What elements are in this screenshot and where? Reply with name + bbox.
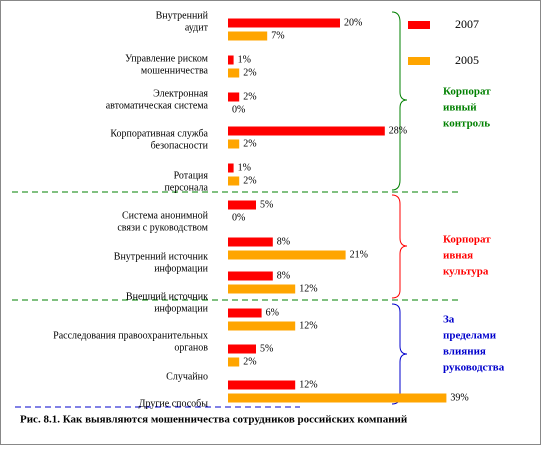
bar <box>228 55 234 65</box>
bar <box>228 200 256 210</box>
category-label: связи с руководством <box>117 222 208 233</box>
category-label: автоматическая система <box>106 100 209 111</box>
legend-label: 2007 <box>455 17 479 31</box>
value-label: 7% <box>271 30 284 41</box>
category-label: Другие способы <box>139 398 209 409</box>
category-label: персонала <box>164 182 208 193</box>
category-label: Электронная <box>153 88 208 99</box>
bar <box>228 380 296 390</box>
category-label: Случайно <box>166 371 208 382</box>
bar <box>228 344 256 354</box>
bar <box>228 250 346 260</box>
value-label: 21% <box>350 249 368 260</box>
category-label: информации <box>154 303 208 314</box>
group-label: контроль <box>443 118 490 130</box>
category-label: безопасности <box>151 140 209 151</box>
value-label: 12% <box>299 283 317 294</box>
value-label: 12% <box>299 379 317 390</box>
bar <box>228 68 240 78</box>
group-label: культура <box>443 266 489 278</box>
group-label: руководства <box>443 362 505 374</box>
legend-swatch <box>408 57 430 65</box>
category-label: Внутренний <box>156 10 209 21</box>
bar <box>228 126 385 136</box>
caption: Рис. 8.1. Как выявляются мошенничества с… <box>20 414 408 426</box>
category-label: Система анонимной <box>122 210 209 221</box>
bar <box>228 31 268 41</box>
group-label: ивная <box>443 250 473 262</box>
group-label: влияния <box>443 346 486 358</box>
bar <box>228 308 262 318</box>
value-label: 8% <box>277 236 290 247</box>
category-label: Ротация <box>174 170 209 181</box>
bar <box>228 393 447 403</box>
legend-label: 2005 <box>455 53 479 67</box>
bar <box>228 176 240 186</box>
value-label: 8% <box>277 270 290 281</box>
category-label: органов <box>174 342 208 353</box>
category-label: Расследования правоохранительных <box>53 330 208 341</box>
value-label: 5% <box>260 343 273 354</box>
value-label: 12% <box>299 320 317 331</box>
group-label: Корпорат <box>443 234 491 246</box>
category-label: мошенничества <box>141 65 209 76</box>
category-label: Управление риском <box>125 53 209 64</box>
value-label: 39% <box>450 392 468 403</box>
bar <box>228 271 273 281</box>
value-label: 2% <box>243 67 256 78</box>
value-label: 6% <box>266 307 279 318</box>
value-label: 0% <box>232 212 245 223</box>
bar <box>228 139 240 149</box>
bar <box>228 237 273 247</box>
value-label: 2% <box>243 138 256 149</box>
bar <box>228 321 296 331</box>
category-label: информации <box>154 263 208 274</box>
value-label: 2% <box>243 356 256 367</box>
group-label: пределами <box>443 330 497 342</box>
group-label: Корпорат <box>443 86 491 98</box>
value-label: 20% <box>344 17 362 28</box>
value-label: 2% <box>243 91 256 102</box>
bar <box>228 163 234 173</box>
value-label: 28% <box>389 125 407 136</box>
category-label: аудит <box>185 22 209 33</box>
category-label: Внешний источник <box>126 291 208 302</box>
value-label: 0% <box>232 104 245 115</box>
category-label: Внутренний источник <box>114 251 208 262</box>
bar <box>228 357 240 367</box>
category-label: Корпоративная служба <box>110 128 208 139</box>
legend-swatch <box>408 21 430 29</box>
group-label: За <box>443 314 455 326</box>
bar <box>228 284 296 294</box>
value-label: 2% <box>243 175 256 186</box>
value-label: 5% <box>260 199 273 210</box>
value-label: 1% <box>238 162 251 173</box>
group-label: ивный <box>443 102 477 114</box>
brace <box>391 11 408 191</box>
bar <box>228 92 240 102</box>
brace <box>391 194 408 299</box>
bar <box>228 18 340 28</box>
value-label: 1% <box>238 54 251 65</box>
